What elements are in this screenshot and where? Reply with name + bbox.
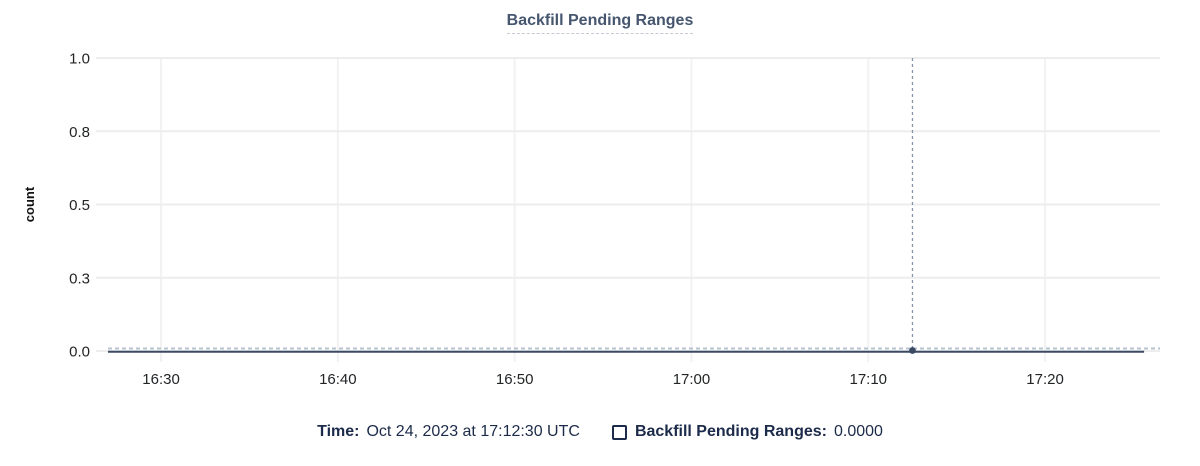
y-tick-label: 0.0 (69, 344, 90, 361)
legend-series-label: Backfill Pending Ranges: (634, 423, 827, 440)
y-tick-label: 1.0 (69, 51, 90, 68)
legend-series: Backfill Pending Ranges: 0.0000 (611, 420, 883, 444)
series-checkbox[interactable] (611, 424, 627, 440)
chart-legend: Time: Oct 24, 2023 at 17:12:30 UTC Backf… (0, 420, 1200, 444)
x-tick-label: 16:50 (496, 371, 534, 388)
y-tick-label: 0.5 (69, 197, 90, 214)
legend-time: Time: Oct 24, 2023 at 17:12:30 UTC (317, 420, 580, 444)
y-axis-title: count (22, 186, 37, 222)
x-tick-label: 17:10 (849, 371, 887, 388)
chart-canvas[interactable]: 0.0 0.3 0.5 0.8 1.0 16:30 16:40 16:50 17:00 17:10… (0, 0, 1200, 408)
x-tick-label: 17:00 (673, 371, 711, 388)
x-tick-label: 16:40 (319, 371, 357, 388)
chart-header: Backfill Pending Ranges (0, 12, 1200, 34)
legend-time-value: Oct 24, 2023 at 17:12:30 UTC (366, 423, 580, 440)
x-tick-label: 16:30 (142, 371, 180, 388)
y-tick-label: 0.8 (69, 124, 90, 141)
chart-title[interactable]: Backfill Pending Ranges (506, 12, 694, 34)
legend-series-value: 0.0000 (833, 423, 883, 440)
hover-point (909, 347, 916, 354)
x-tick-label: 17:20 (1026, 371, 1064, 388)
y-tick-label: 0.3 (69, 270, 90, 287)
legend-time-label: Time: (317, 423, 360, 440)
